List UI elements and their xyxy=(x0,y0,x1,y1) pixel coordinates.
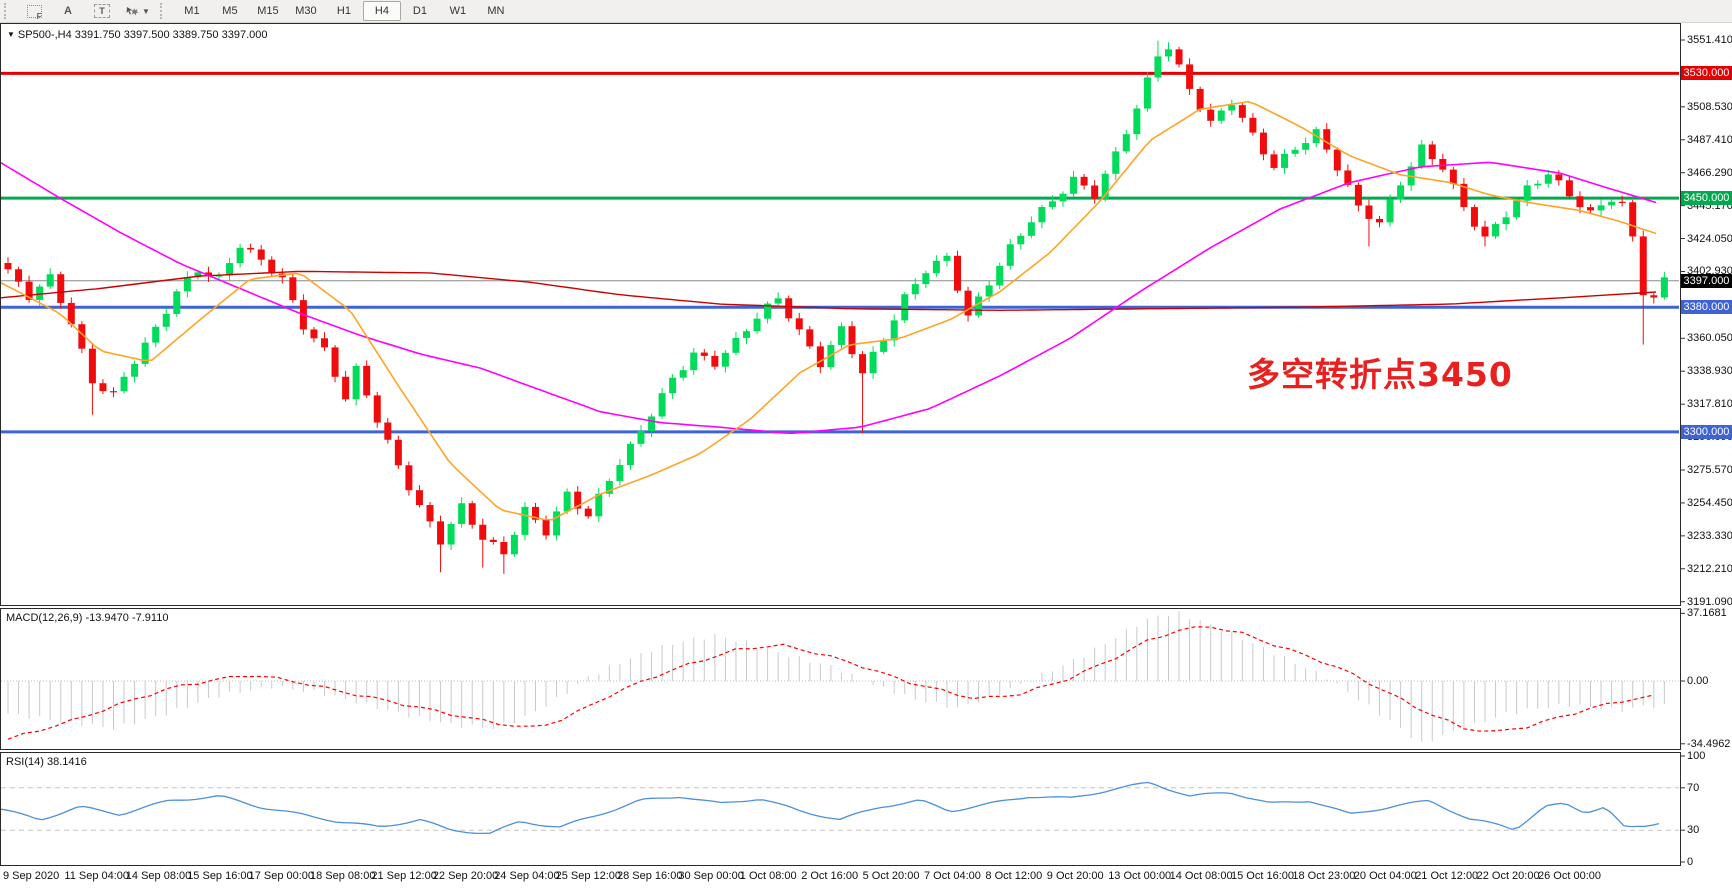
date-label: 18 Oct 23:00 xyxy=(1292,870,1356,882)
date-label: 15 Sep 16:00 xyxy=(187,870,253,882)
chevron-down-icon[interactable]: ▼ xyxy=(7,30,15,39)
toolbar-grip[interactable] xyxy=(159,3,169,19)
date-label: 7 Oct 04:00 xyxy=(924,870,981,882)
date-label: 11 Sep 04:00 xyxy=(64,870,130,882)
rsi-panel[interactable] xyxy=(0,752,1681,866)
date-label: 21 Oct 12:00 xyxy=(1415,870,1479,882)
chart-shift-icon: F xyxy=(26,4,42,21)
date-label: 18 Sep 08:00 xyxy=(310,870,376,882)
date-axis: 9 Sep 2020 11 Sep 04:00 14 Sep 08:00 15 Sep… xyxy=(0,866,1732,891)
chart-annotation-text[interactable]: 多空转折点3450 xyxy=(1247,355,1513,394)
timeframe-group: M1 M5 M15 M30 H1 H4 D1 W1 MN xyxy=(173,1,515,21)
timeframe-button-d1[interactable]: D1 xyxy=(412,5,427,17)
timeframe-button-m30[interactable]: M30 xyxy=(295,5,317,17)
chart-shift-button[interactable]: F xyxy=(17,1,51,21)
macd-tick-label: 0.00 xyxy=(1687,675,1709,687)
price-badge-3300.000: 3300.000 xyxy=(1681,424,1732,439)
rsi-tick-label: 100 xyxy=(1687,750,1706,762)
date-label: 20 Oct 04:00 xyxy=(1353,870,1417,882)
rsi-indicator-label: RSI(14) 38.1416 xyxy=(6,756,87,768)
main-chart-panel[interactable] xyxy=(0,23,1681,606)
macd-tick-label: -34.4962 xyxy=(1687,737,1731,750)
macd-tick-label: 37.1681 xyxy=(1687,607,1727,620)
price-tick-label: 3338.930 xyxy=(1687,365,1732,378)
timeframe-button-m1[interactable]: M1 xyxy=(184,5,200,17)
arrows-icon xyxy=(125,5,140,18)
timeframe-button-m15[interactable]: M15 xyxy=(257,5,279,17)
price-tick-label: 3360.050 xyxy=(1687,332,1732,345)
date-label: 28 Sep 16:00 xyxy=(617,870,683,882)
text-box-button[interactable]: T xyxy=(85,1,119,21)
price-tick-label: 3191.090 xyxy=(1687,595,1732,608)
arrows-button[interactable]: ▼ xyxy=(119,1,156,21)
chart-title: ▼ SP500-,H4 3391.750 3397.500 3389.750 33… xyxy=(7,29,268,41)
toolbar-grip[interactable] xyxy=(4,3,13,19)
price-tick-label: 3551.410 xyxy=(1687,34,1732,46)
timeframe-button-w1[interactable]: W1 xyxy=(449,5,467,17)
date-label: 25 Sep 12:00 xyxy=(555,870,622,882)
timeframe-button-h1[interactable]: H1 xyxy=(336,5,351,17)
price-badge-3530.000: 3530.000 xyxy=(1681,66,1732,81)
price-tick-label: 3275.570 xyxy=(1687,464,1732,476)
date-label: 17 Sep 00:00 xyxy=(248,870,315,882)
date-label: 30 Sep 00:00 xyxy=(678,870,744,882)
timeframe-button-m5[interactable]: M5 xyxy=(222,5,238,17)
price-tick-label: 3508.530 xyxy=(1687,100,1732,113)
date-label: 24 Sep 04:00 xyxy=(494,870,560,882)
price-badge-3450.000: 3450.000 xyxy=(1681,191,1732,206)
date-label: 8 Oct 12:00 xyxy=(985,870,1043,882)
price-tick-label: 3212.210 xyxy=(1687,562,1732,575)
date-label: 15 Oct 16:00 xyxy=(1231,870,1294,882)
date-label: 22 Sep 20:00 xyxy=(432,870,499,882)
text-box-icon: T xyxy=(94,4,110,18)
text-label-button[interactable]: A xyxy=(51,1,85,21)
date-label: 14 Oct 08:00 xyxy=(1169,870,1233,882)
timeframe-button-h4[interactable]: H4 xyxy=(362,1,401,21)
price-badge-3380.000: 3380.000 xyxy=(1681,300,1732,315)
rsi-tick-label: 0 xyxy=(1687,856,1694,868)
timeframe-button-mn[interactable]: MN xyxy=(487,5,505,17)
price-tick-label: 3424.050 xyxy=(1687,232,1732,245)
date-label: 14 Sep 08:00 xyxy=(125,870,192,882)
price-tick-label: 3487.410 xyxy=(1687,133,1732,146)
date-label: 13 Oct 00:00 xyxy=(1108,870,1172,882)
date-label: 2 Oct 16:00 xyxy=(801,870,859,882)
rsi-tick-label: 30 xyxy=(1687,824,1700,837)
text-a-icon: A xyxy=(64,5,72,17)
date-label: 5 Oct 20:00 xyxy=(862,870,920,882)
date-label: 26 Oct 00:00 xyxy=(1538,870,1601,882)
price-badge-3397.000: 3397.000 xyxy=(1681,273,1732,288)
toolbar: F A T ▼ M1 M5 M15 M30 H1 H4 D1 W1 MN xyxy=(0,0,1732,23)
price-tick-label: 3317.810 xyxy=(1687,398,1732,411)
chevron-down-icon: ▼ xyxy=(142,6,150,16)
date-label: 22 Oct 20:00 xyxy=(1476,870,1540,882)
price-tick-label: 3466.290 xyxy=(1687,166,1732,179)
macd-indicator-label: MACD(12,26,9) -13.9470 -7.9110 xyxy=(6,612,169,624)
date-label: 1 Oct 08:00 xyxy=(739,870,797,882)
price-tick-label: 3233.330 xyxy=(1687,529,1732,542)
macd-panel[interactable] xyxy=(0,608,1681,750)
date-label: 9 Oct 20:00 xyxy=(1046,870,1104,882)
date-label: 21 Sep 12:00 xyxy=(371,870,437,882)
rsi-tick-label: 70 xyxy=(1687,781,1700,794)
date-label: 9 Sep 2020 xyxy=(3,870,60,882)
price-tick-label: 3254.450 xyxy=(1687,496,1732,509)
